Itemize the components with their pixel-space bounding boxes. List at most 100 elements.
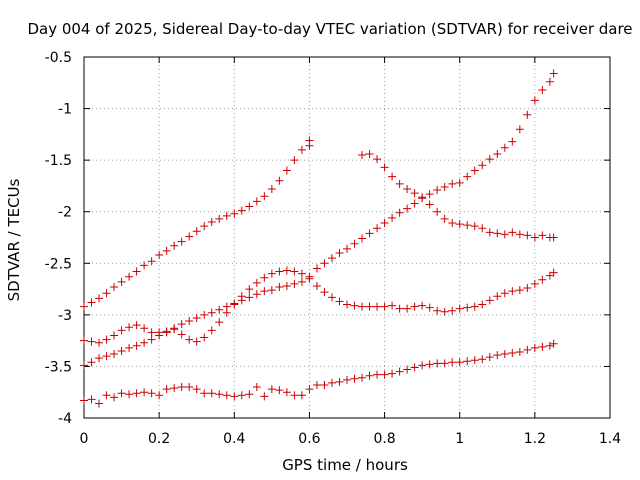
data-point xyxy=(440,307,449,316)
data-point xyxy=(252,383,261,392)
x-axis-label: GPS time / hours xyxy=(282,456,408,474)
data-point xyxy=(140,261,149,270)
data-point xyxy=(290,267,299,276)
data-point xyxy=(95,399,104,408)
data-point xyxy=(515,286,524,295)
data-point xyxy=(282,281,291,290)
data-point xyxy=(493,351,502,360)
data-point xyxy=(155,391,164,400)
data-point xyxy=(102,335,111,344)
data-point xyxy=(440,214,449,223)
data-point xyxy=(448,358,457,367)
data-point xyxy=(530,233,539,242)
data-point xyxy=(395,179,404,188)
data-point xyxy=(493,229,502,238)
data-point xyxy=(463,357,472,366)
data-point xyxy=(132,389,141,398)
data-point xyxy=(410,189,419,198)
data-point xyxy=(252,197,261,206)
data-point xyxy=(380,302,389,311)
chart-title: Day 004 of 2025, Sidereal Day-to-day VTE… xyxy=(27,20,632,38)
data-point xyxy=(192,337,201,346)
data-point xyxy=(237,206,246,215)
data-point xyxy=(267,185,276,194)
data-point xyxy=(215,318,224,327)
data-point xyxy=(410,302,419,311)
data-point xyxy=(102,289,111,298)
series-d xyxy=(358,149,558,242)
x-tick-label: 0.2 xyxy=(148,431,170,447)
data-point xyxy=(343,375,351,384)
data-point xyxy=(463,303,472,312)
x-tick-label: 0 xyxy=(80,431,89,447)
data-point xyxy=(177,330,186,339)
data-point xyxy=(312,264,321,273)
x-tick-labels: 0 0.2 0.4 0.6 0.8 1 1.2 1.4 xyxy=(80,431,622,447)
data-point xyxy=(373,155,382,164)
data-point xyxy=(380,163,389,172)
data-point xyxy=(275,176,284,185)
data-point xyxy=(440,182,449,191)
data-point xyxy=(162,246,171,255)
data-point xyxy=(470,302,479,311)
data-series xyxy=(80,69,558,408)
data-point xyxy=(170,384,179,393)
data-point xyxy=(185,383,194,392)
data-point xyxy=(87,337,96,346)
data-point xyxy=(305,385,314,394)
data-point xyxy=(87,298,96,307)
data-point xyxy=(403,304,412,313)
data-point xyxy=(117,326,126,335)
data-point xyxy=(117,389,126,398)
data-point xyxy=(373,302,382,311)
data-point xyxy=(485,155,494,164)
data-point xyxy=(470,166,479,175)
data-point xyxy=(267,286,276,295)
data-point xyxy=(110,283,119,292)
data-point xyxy=(320,259,329,268)
x-tick-label: 1.2 xyxy=(524,431,546,447)
data-point xyxy=(373,224,382,233)
data-point xyxy=(327,378,336,387)
data-point xyxy=(185,335,194,344)
data-point xyxy=(117,277,126,286)
data-point xyxy=(433,359,442,368)
data-point xyxy=(80,396,88,405)
data-point xyxy=(267,269,276,278)
data-point xyxy=(252,278,261,287)
y-tick-label: -3.5 xyxy=(45,359,72,375)
data-point xyxy=(335,377,344,386)
data-point xyxy=(207,308,216,317)
data-point xyxy=(327,293,336,302)
data-point xyxy=(508,349,517,358)
data-point xyxy=(395,208,404,217)
data-point xyxy=(260,192,269,201)
data-point xyxy=(433,186,442,195)
data-point xyxy=(102,352,111,361)
data-point xyxy=(335,248,344,257)
data-point xyxy=(297,145,306,154)
data-point xyxy=(388,172,397,181)
data-point xyxy=(365,302,374,311)
data-point xyxy=(260,392,269,401)
data-point xyxy=(545,77,554,86)
data-point xyxy=(530,96,539,105)
data-point xyxy=(549,233,558,242)
data-point xyxy=(110,393,119,402)
data-point xyxy=(425,360,434,369)
data-point xyxy=(230,209,239,218)
data-point xyxy=(237,391,246,400)
data-point xyxy=(448,306,457,315)
data-point xyxy=(350,301,359,310)
data-point xyxy=(523,110,532,119)
data-point xyxy=(282,266,291,275)
data-point xyxy=(297,391,306,400)
data-point xyxy=(418,193,427,202)
data-point xyxy=(515,125,524,134)
data-point xyxy=(410,199,419,208)
data-point xyxy=(185,232,194,241)
data-point xyxy=(222,302,231,311)
data-point xyxy=(418,301,427,310)
data-point xyxy=(192,385,201,394)
data-point xyxy=(80,336,88,345)
